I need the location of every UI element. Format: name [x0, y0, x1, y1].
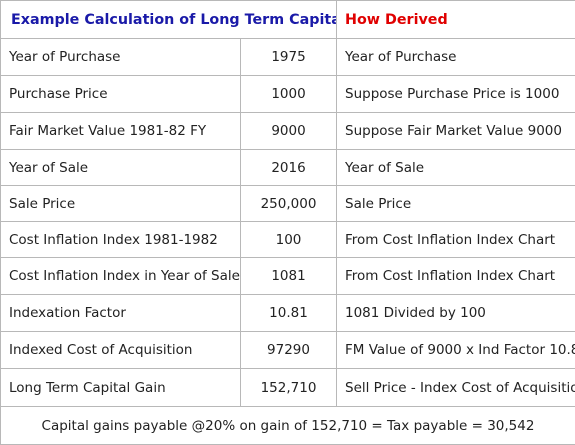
row-derivation: Sale Price — [336, 185, 575, 222]
row-derivation: From Cost Inflation Index Chart — [336, 221, 575, 258]
row-label: Cost Inflation Index in Year of Sale — [0, 257, 241, 295]
table-header-row: Example Calculation of Long Term Capital… — [0, 0, 575, 39]
row-value: 1000 — [240, 75, 337, 113]
row-value: 1081 — [240, 257, 337, 295]
table-row: Purchase Price 1000 Suppose Purchase Price… — [0, 75, 575, 113]
row-value: 10.81 — [240, 294, 337, 332]
row-label: Purchase Price — [0, 75, 241, 113]
table-row: Year of Purchase 1975 Year of Purchase — [0, 38, 575, 76]
row-label: Fair Market Value 1981-82 FY — [0, 112, 241, 150]
row-value: 152,710 — [240, 368, 337, 407]
row-label: Sale Price — [0, 185, 241, 222]
row-label: Year of Purchase — [0, 38, 241, 76]
row-derivation: Sell Price - Index Cost of Acquisition — [336, 368, 575, 407]
table-row: Indexed Cost of Acquisition 97290 FM Value… — [0, 331, 575, 369]
row-label: Long Term Capital Gain — [0, 368, 241, 407]
row-value: 250,000 — [240, 185, 337, 222]
row-label: Indexed Cost of Acquisition — [0, 331, 241, 369]
header-title: Example Calculation of Long Term Capital… — [0, 0, 337, 39]
header-how-derived: How Derived — [336, 0, 575, 39]
row-derivation: From Cost Inflation Index Chart — [336, 257, 575, 295]
row-value: 9000 — [240, 112, 337, 150]
row-value: 2016 — [240, 149, 337, 186]
table-row: Cost Inflation Index in Year of Sale 1081… — [0, 257, 575, 295]
row-label: Cost Inflation Index 1981-1982 — [0, 221, 241, 258]
table-row: Indexation Factor 10.81 1081 Divided by 10… — [0, 294, 575, 332]
footer-row: Capital gains payable @20% on gain of 15… — [0, 406, 575, 445]
table-row: Sale Price 250,000 Sale Price — [0, 185, 575, 222]
table-row: Fair Market Value 1981-82 FY 9000 Suppose … — [0, 112, 575, 150]
table-row: Long Term Capital Gain 152,710 Sell Price … — [0, 368, 575, 407]
table-row: Year of Sale 2016 Year of Sale — [0, 149, 575, 186]
row-derivation: Suppose Fair Market Value 9000 — [336, 112, 575, 150]
row-label: Year of Sale — [0, 149, 241, 186]
tax-summary: Capital gains payable @20% on gain of 15… — [0, 406, 575, 445]
row-value: 97290 — [240, 331, 337, 369]
row-derivation: Suppose Purchase Price is 1000 — [336, 75, 575, 113]
row-derivation: Year of Purchase — [336, 38, 575, 76]
row-derivation: 1081 Divided by 100 — [336, 294, 575, 332]
row-label: Indexation Factor — [0, 294, 241, 332]
table-row: Cost Inflation Index 1981-1982 100 From Co… — [0, 221, 575, 258]
row-value: 100 — [240, 221, 337, 258]
row-derivation: FM Value of 9000 x Ind Factor 10.81 — [336, 331, 575, 369]
row-value: 1975 — [240, 38, 337, 76]
row-derivation: Year of Sale — [336, 149, 575, 186]
